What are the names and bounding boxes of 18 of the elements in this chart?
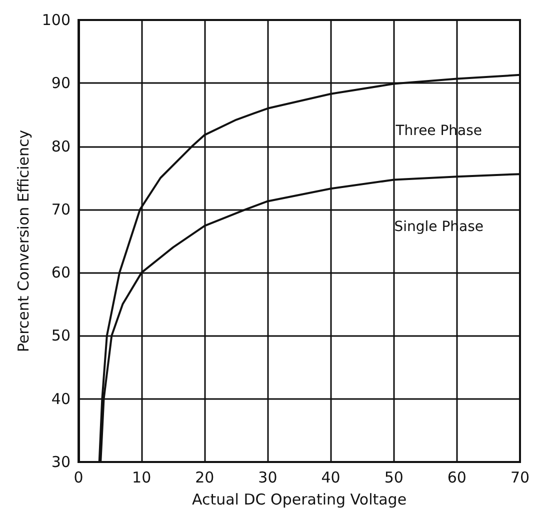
y-tick-label: 40	[51, 390, 71, 408]
x-tick-label: 60	[447, 468, 466, 486]
x-tick-label: 10	[132, 468, 152, 486]
x-tick-label: 50	[384, 468, 404, 486]
y-tick-label: 60	[51, 264, 71, 282]
x-tick-label: 0	[74, 468, 84, 486]
x-axis-title: Actual DC Operating Voltage	[192, 490, 407, 508]
x-tick-label: 70	[510, 468, 530, 486]
x-tick-label: 30	[258, 468, 278, 486]
y-tick-label: 100	[42, 11, 71, 29]
x-tick-label: 40	[321, 468, 340, 486]
y-tick-label: 50	[51, 326, 71, 345]
y-axis-title: Percent Conversion Efficiency	[14, 130, 32, 352]
y-tick-label: 30	[51, 453, 71, 471]
x-tick-label: 20	[195, 468, 214, 486]
y-tick-label: 90	[51, 74, 71, 92]
y-tick-label: 80	[51, 137, 71, 156]
y-tick-label: 70	[51, 200, 71, 218]
